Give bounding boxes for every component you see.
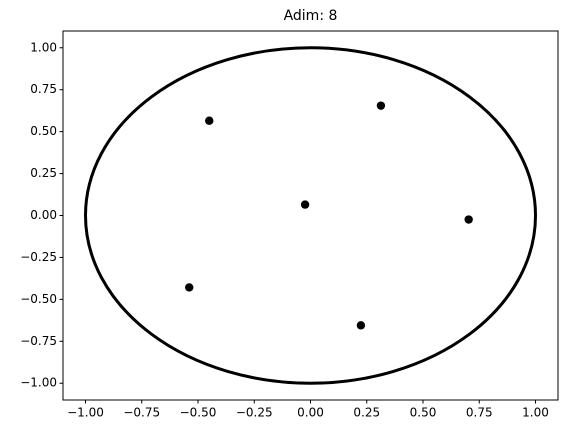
point bbox=[185, 283, 194, 292]
y-tick-label: 0.00 bbox=[30, 208, 57, 222]
x-tick-label: −0.50 bbox=[180, 406, 217, 420]
x-tick-label: −0.75 bbox=[123, 406, 160, 420]
axes-frame bbox=[62, 30, 559, 401]
y-tick-label: 1.00 bbox=[30, 40, 57, 54]
point bbox=[464, 215, 473, 224]
y-tick-label: −0.50 bbox=[20, 292, 57, 306]
y-tick-label: −1.00 bbox=[20, 376, 57, 390]
y-tick-label: 0.75 bbox=[30, 82, 57, 96]
point bbox=[356, 321, 366, 330]
x-tick-label: 0.25 bbox=[353, 406, 380, 420]
x-tick-label: 0.75 bbox=[466, 406, 493, 420]
x-tick-label: 1.00 bbox=[522, 406, 549, 420]
y-tick-label: −0.75 bbox=[20, 334, 57, 348]
x-tick-label: 0.50 bbox=[410, 406, 437, 420]
chart-title: Adim: 8 bbox=[284, 8, 338, 24]
y-tick-label: 0.50 bbox=[30, 124, 57, 138]
x-tick-label: −0.25 bbox=[236, 406, 273, 420]
unit-circle bbox=[84, 46, 537, 385]
point bbox=[376, 101, 386, 110]
point bbox=[300, 200, 310, 209]
point bbox=[205, 116, 214, 125]
y-tick-label: −0.25 bbox=[20, 250, 57, 264]
x-tick-label: 0.00 bbox=[297, 406, 324, 420]
y-tick-label: 0.25 bbox=[30, 166, 57, 180]
x-tick-label: −1.00 bbox=[67, 406, 104, 420]
